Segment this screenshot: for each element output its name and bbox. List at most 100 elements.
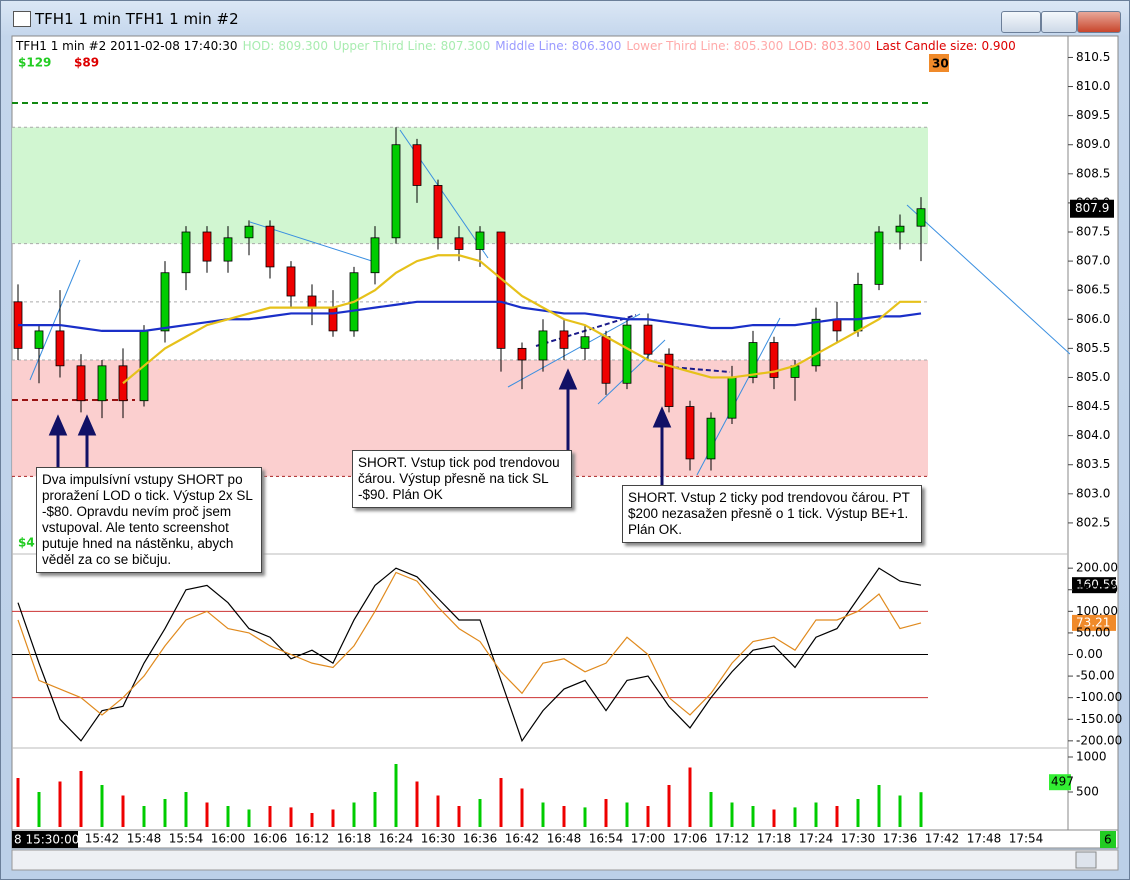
volume-bar: [142, 806, 146, 827]
profit-label: $4: [18, 536, 35, 550]
value-label: 73.21: [1076, 615, 1110, 629]
entry-line: [535, 314, 637, 347]
volume-bar: [604, 799, 608, 827]
volume-bar: [100, 785, 104, 827]
trend-line: [597, 339, 666, 405]
volume-bar: [16, 778, 20, 827]
info-value: 806.300: [572, 39, 622, 53]
volume-bar: [184, 792, 188, 827]
candle-body: [853, 283, 863, 332]
y-tick-label: 807.5: [1076, 225, 1110, 239]
candle-body: [664, 353, 674, 407]
volume-bar: [394, 764, 398, 827]
candle-body: [265, 225, 275, 268]
candle-body: [706, 417, 716, 460]
x-tick-label: 16:12: [295, 832, 330, 846]
y-tick-label: 0.00: [1076, 647, 1103, 661]
x-tick-label: 15:48: [127, 832, 162, 846]
x-tick-label: 16:18: [337, 832, 372, 846]
y-tick-label: 803.5: [1076, 457, 1110, 471]
callout-arrows: [48, 368, 672, 485]
maximize-button[interactable]: [1041, 11, 1077, 33]
info-label: TFH1 1 min #2 2011-02-08 17:40:30: [15, 39, 238, 53]
x-tick-label: 17:12: [715, 832, 750, 846]
candle-body: [244, 225, 254, 239]
info-value: 809.300: [278, 39, 328, 53]
candle-body: [391, 144, 401, 239]
y-tick-label: 809.5: [1076, 108, 1110, 122]
volume-bar: [919, 792, 923, 827]
info-label: Upper Third Line:: [333, 39, 437, 53]
count-box: [1100, 831, 1116, 848]
y-tick-label: 100.00: [1076, 604, 1118, 618]
volume-bar: [457, 806, 461, 827]
y-tick-label: 810.5: [1076, 50, 1110, 64]
volume-bar: [415, 781, 419, 827]
volume-bar: [625, 802, 629, 827]
candle-body: [181, 231, 191, 274]
candle-body: [55, 330, 65, 367]
y-tick-label: -150.00: [1076, 712, 1122, 726]
y-tick-label: -200.00: [1076, 733, 1122, 747]
x-tick-label: 16:48: [547, 832, 582, 846]
volume-bar: [814, 802, 818, 827]
line-series: [17, 571, 922, 716]
minimize-button[interactable]: [1001, 11, 1041, 33]
candle-body: [160, 272, 170, 332]
x-start-label: 8 15:30:00: [14, 833, 79, 847]
info-label: Middle Line:: [495, 39, 568, 53]
candle-body: [643, 324, 653, 355]
candle-body: [538, 330, 548, 361]
profit-label: $129: [18, 56, 51, 70]
y-tick-label: 803.0: [1076, 486, 1110, 500]
y-tick-label: 808.5: [1076, 166, 1110, 180]
volume-bar: [562, 806, 566, 827]
candle-body: [580, 336, 590, 349]
x-tick-label: 15:42: [85, 832, 120, 846]
volume-bar: [373, 792, 377, 827]
candle-body: [475, 231, 485, 250]
candle-body: [559, 330, 569, 349]
x-tick-label: 17:06: [673, 832, 708, 846]
volume-bar: [709, 792, 713, 827]
scrollbar[interactable]: [11, 849, 1119, 871]
app-icon: [13, 11, 31, 27]
y-tick-label: 802.5: [1076, 515, 1110, 529]
y-tick-label: -100.00: [1076, 690, 1122, 704]
volume-bar: [856, 799, 860, 827]
y-tick-label: 804.0: [1076, 428, 1110, 442]
value-label: 160.59: [1076, 578, 1118, 592]
x-tick-label: 16:36: [463, 832, 498, 846]
volume-bar: [121, 795, 125, 827]
x-tick-label: 16:24: [379, 832, 414, 846]
candle-body: [76, 365, 86, 402]
close-button[interactable]: [1077, 11, 1121, 33]
scroll-thumb[interactable]: [1075, 851, 1097, 869]
volume-bar: [37, 792, 41, 827]
y-tick-label: 806.0: [1076, 312, 1110, 326]
x-tick-label: 17:30: [841, 832, 876, 846]
volume-bar: [247, 809, 251, 827]
volume-bar: [688, 767, 692, 827]
y-tick-label: 805.5: [1076, 341, 1110, 355]
x-tick-label: 16:06: [253, 832, 288, 846]
volume-bar: [163, 799, 167, 827]
volume-bar: [310, 813, 314, 827]
volume-bar: [268, 806, 272, 827]
x-tick-label: 17:18: [757, 832, 792, 846]
profit-label: $89: [74, 56, 99, 70]
candle-body: [496, 231, 506, 349]
candle-body: [34, 330, 44, 349]
line-series: [17, 567, 922, 743]
candle-body: [517, 347, 527, 361]
volume-bar: [667, 785, 671, 827]
candle-body: [874, 231, 884, 285]
y-tick-label: 50.00: [1076, 625, 1110, 639]
y-tick-label: -50.00: [1076, 669, 1115, 683]
x-tick-label: 16:00: [211, 832, 246, 846]
info-value: 805.300: [734, 39, 784, 53]
x-tick-label: 17:24: [799, 832, 834, 846]
value-box: [1072, 614, 1116, 631]
